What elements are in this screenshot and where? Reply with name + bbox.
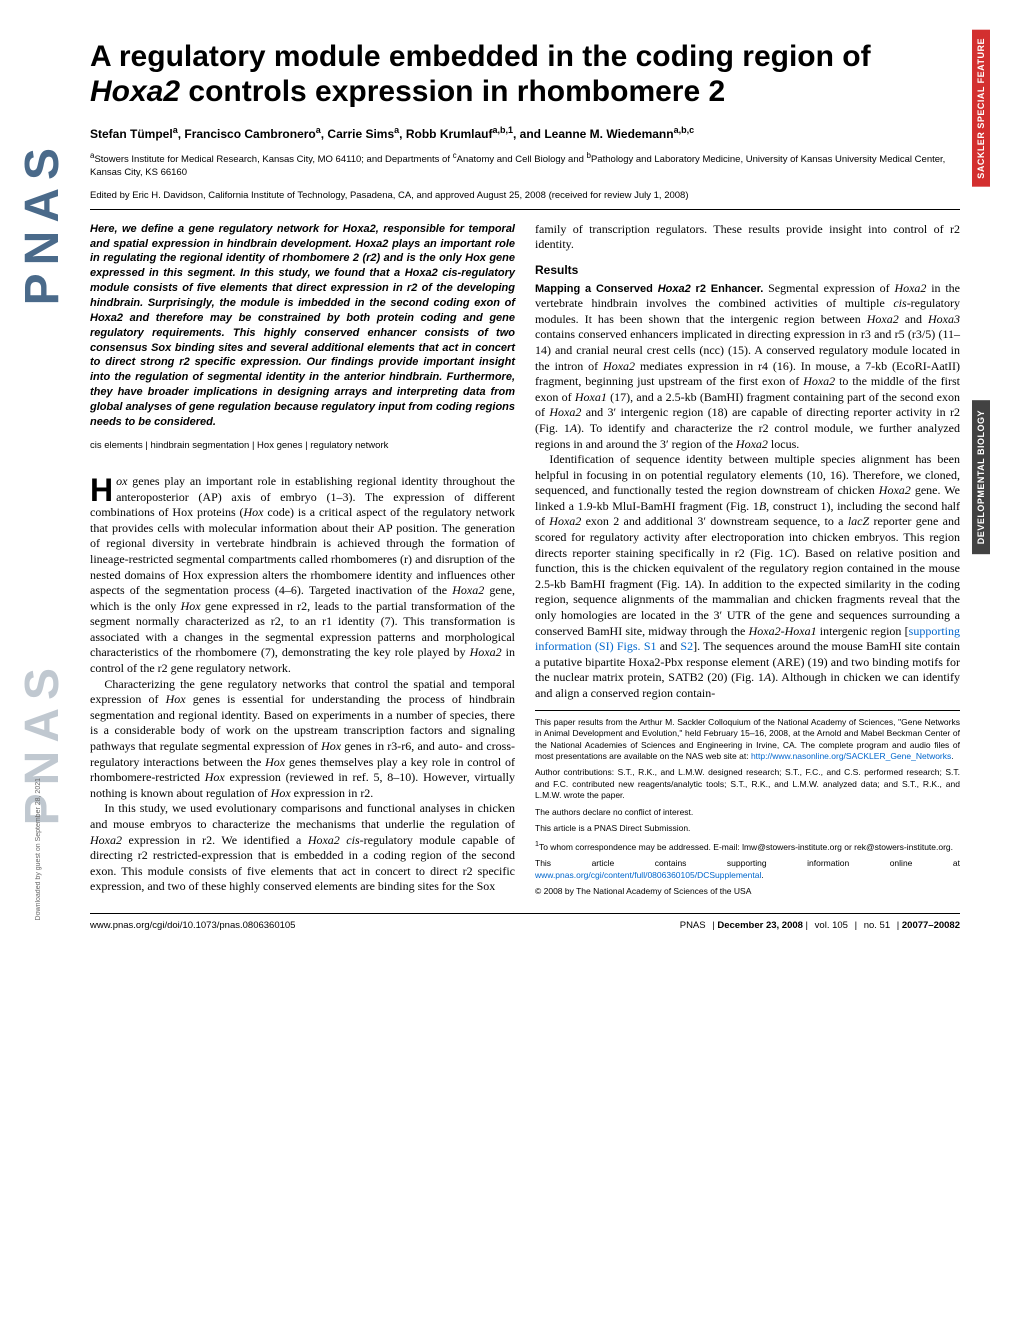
page-footer: www.pnas.org/cgi/doi/10.1073/pnas.080636… bbox=[90, 913, 960, 931]
fn-copyright: © 2008 by The National Academy of Scienc… bbox=[535, 886, 960, 897]
fn-conflict: The authors declare no conflict of inter… bbox=[535, 807, 960, 818]
dropcap: H bbox=[90, 474, 116, 504]
col2-continuation: family of transcription regulators. Thes… bbox=[535, 222, 960, 253]
authors: Stefan Tümpela, Francisco Cambroneroa, C… bbox=[90, 125, 960, 141]
fn-colloquium: This paper results from the Arthur M. Sa… bbox=[535, 717, 960, 763]
abstract: Here, we define a gene regulatory networ… bbox=[90, 222, 515, 430]
title-pre: A regulatory module embedded in the codi… bbox=[90, 40, 871, 73]
title-post: controls expression in rhombomere 2 bbox=[180, 75, 725, 108]
footnotes: This paper results from the Arthur M. Sa… bbox=[535, 710, 960, 898]
fn-author-contrib: Author contributions: S.T., R.K., and L.… bbox=[535, 767, 960, 801]
keywords: cis elements | hindbrain segmentation | … bbox=[90, 440, 515, 460]
fn-correspondence: 1To whom correspondence may be addressed… bbox=[535, 840, 960, 853]
results-heading: Results bbox=[535, 263, 960, 279]
article-title: A regulatory module embedded in the codi… bbox=[90, 40, 960, 109]
fn-direct-submission: This article is a PNAS Direct Submission… bbox=[535, 823, 960, 834]
edited-by: Edited by Eric H. Davidson, California I… bbox=[90, 190, 960, 210]
footer-citation: PNAS | December 23, 2008 | vol. 105 | no… bbox=[676, 920, 960, 931]
affiliations: aStowers Institute for Medical Research,… bbox=[90, 151, 960, 180]
results-body: Mapping a Conserved Hoxa2 r2 Enhancer. S… bbox=[535, 281, 960, 702]
footer-doi: www.pnas.org/cgi/doi/10.1073/pnas.080636… bbox=[90, 920, 295, 931]
title-italic: Hoxa2 bbox=[90, 75, 180, 108]
fn-supporting: This article contains supporting informa… bbox=[535, 858, 960, 881]
results-subhead: Mapping a Conserved Hoxa2 r2 Enhancer. bbox=[535, 283, 763, 295]
intro-section: Hox genes play an important role in esta… bbox=[90, 474, 515, 895]
